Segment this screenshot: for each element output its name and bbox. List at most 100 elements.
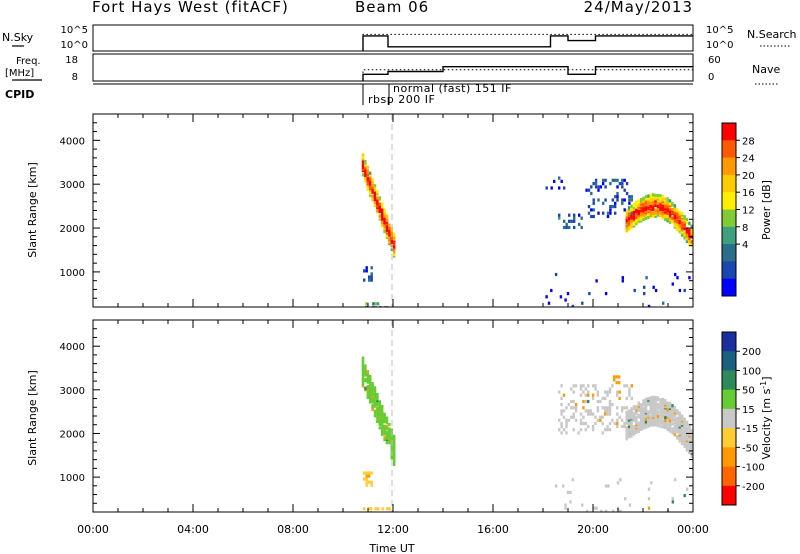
velocity-cell xyxy=(558,428,561,432)
velocity-cell xyxy=(635,408,638,412)
power-cell xyxy=(604,178,607,182)
velocity-cell xyxy=(604,484,608,488)
velocity-cell xyxy=(562,393,566,397)
power-cell xyxy=(680,222,684,226)
power-cell xyxy=(383,208,386,212)
velocity-cell xyxy=(564,503,567,507)
power-cell xyxy=(369,193,372,197)
velocity-cell xyxy=(680,440,684,444)
velocity-cell xyxy=(685,487,689,491)
power-cell xyxy=(632,221,636,225)
velocity-cell xyxy=(587,399,590,404)
velocity-cell xyxy=(616,393,619,397)
power-cell xyxy=(388,233,391,237)
power-cell xyxy=(381,217,384,221)
velocity-cell xyxy=(628,428,631,432)
velocity-cell xyxy=(376,392,379,397)
power-cell xyxy=(364,166,367,170)
power-cell xyxy=(630,209,633,213)
power-cell xyxy=(644,197,648,201)
power-cell xyxy=(364,160,367,164)
power-cell xyxy=(383,223,386,227)
power-cell xyxy=(383,214,386,218)
xtick-label: 20:00 xyxy=(577,523,609,536)
velocity-cell xyxy=(560,425,563,429)
freq-label-2: [MHz] xyxy=(5,68,34,79)
power-ytick-label: 4000 xyxy=(60,136,85,147)
power-cell xyxy=(385,220,389,224)
velocity-cell xyxy=(572,415,575,419)
velocity-cell xyxy=(644,402,648,406)
velocity-cell xyxy=(367,507,370,511)
freq-tick-bottom: 8 xyxy=(72,72,78,83)
cpid-label: CPID xyxy=(5,88,34,101)
velocity-cell xyxy=(565,425,568,429)
power-cell xyxy=(647,212,650,216)
velocity-cell xyxy=(632,425,636,429)
power-cell xyxy=(652,199,655,203)
power-cell xyxy=(668,210,672,214)
velocity-cell xyxy=(676,412,679,416)
power-colorbar-label: 12 xyxy=(742,206,755,217)
velocity-cell xyxy=(570,387,573,391)
power-cell xyxy=(666,219,669,223)
velocity-cell xyxy=(649,399,652,403)
velocity-colorbar-swatch xyxy=(722,447,736,467)
power-colorbar-swatch xyxy=(722,226,736,245)
power-cell xyxy=(372,302,375,306)
nsearch-tick-top: 10^5 xyxy=(706,25,733,36)
power-cell xyxy=(393,237,396,241)
power-cell xyxy=(573,216,576,220)
velocity-cell xyxy=(373,388,377,392)
velocity-cell xyxy=(587,412,590,416)
velocity-cell xyxy=(685,422,689,426)
velocity-cell xyxy=(632,414,636,418)
power-cell xyxy=(676,208,679,212)
velocity-cell xyxy=(565,431,568,435)
power-cell xyxy=(364,161,367,165)
power-cell xyxy=(545,295,548,299)
velocity-cell xyxy=(668,402,672,406)
power-cell xyxy=(388,240,391,244)
velocity-cell xyxy=(608,406,612,410)
velocity-cell xyxy=(572,384,575,388)
power-cell xyxy=(594,178,598,182)
velocity-cell xyxy=(369,374,372,378)
velocity-panel: 1000 2000 3000 4000 00:00 04:00 08:00 12:00 16:… xyxy=(26,319,773,554)
power-cell xyxy=(373,193,377,197)
power-cell xyxy=(568,225,571,230)
velocity-cell xyxy=(558,418,561,422)
velocity-cell xyxy=(594,421,597,426)
power-cell xyxy=(604,292,608,296)
power-cell xyxy=(635,202,638,206)
velocity-cell xyxy=(628,393,631,397)
velocity-cell xyxy=(594,415,597,419)
velocity-cell xyxy=(595,506,598,510)
power-cell xyxy=(369,171,372,175)
power-cell xyxy=(685,221,689,225)
power-cell xyxy=(364,172,367,176)
power-cell xyxy=(594,182,598,186)
power-cell xyxy=(637,215,640,219)
power-cell xyxy=(659,213,662,218)
velocity-cell xyxy=(604,509,608,512)
velocity-cell xyxy=(606,393,609,397)
power-cell xyxy=(363,278,366,282)
power-cell xyxy=(632,215,636,219)
power-cell xyxy=(559,295,563,299)
power-cell xyxy=(668,202,672,206)
power-cell xyxy=(671,218,674,222)
power-cell xyxy=(368,278,371,282)
velocity-cell xyxy=(584,428,587,432)
cpid-text-normal: normal (fast) 151 IF xyxy=(393,82,512,95)
beam-title: Beam 06 xyxy=(355,0,429,16)
velocity-cell xyxy=(635,429,638,433)
velocity-cell xyxy=(649,415,652,419)
velocity-cell xyxy=(364,364,367,368)
velocity-cell xyxy=(668,403,672,407)
velocity-cell xyxy=(623,425,626,429)
velocity-cell xyxy=(368,474,371,478)
velocity-cell xyxy=(378,426,381,430)
velocity-cell xyxy=(608,412,612,416)
velocity-cell xyxy=(385,431,389,435)
